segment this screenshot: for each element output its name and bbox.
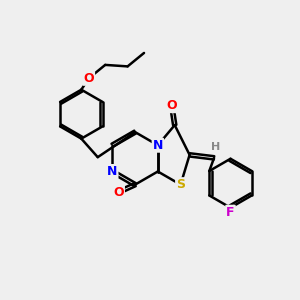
Text: O: O [83, 72, 94, 85]
Text: S: S [176, 178, 185, 191]
Text: O: O [113, 186, 124, 199]
Text: F: F [226, 206, 235, 219]
Text: H: H [211, 142, 220, 152]
Text: O: O [167, 99, 177, 112]
Text: N: N [153, 139, 163, 152]
Text: N: N [107, 165, 118, 178]
